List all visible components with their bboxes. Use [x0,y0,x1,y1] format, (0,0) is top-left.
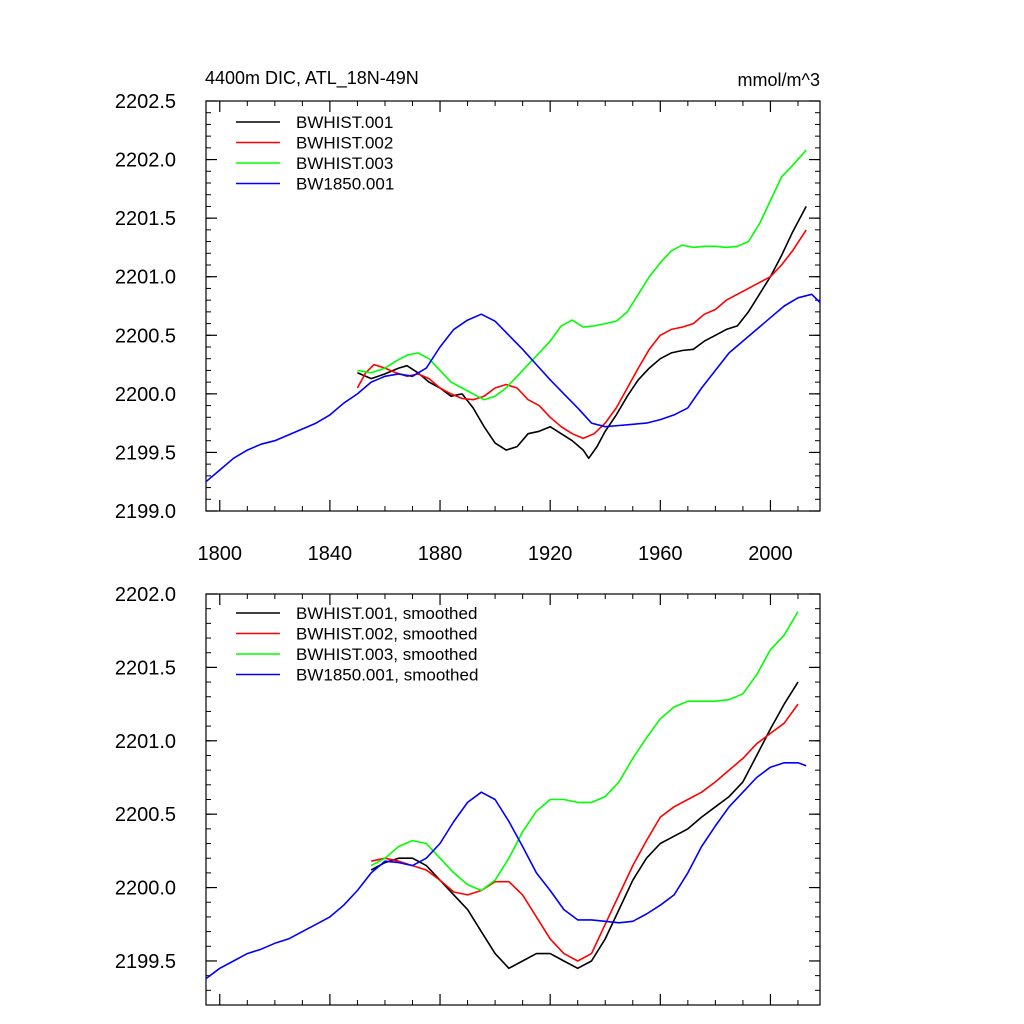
legend-label-4: BW1850.001, smoothed [296,666,478,685]
top-panel-units: mmol/m^3 [738,70,820,90]
top-panel-series [205,149,821,483]
x-tick-label: 1960 [638,543,683,565]
y-tick-label: 2199.5 [115,951,176,973]
top-panel-ticks: 2199.0 2199.5 2200.0 2200.5 2201.0 2201.5 2202… [115,91,820,565]
series-line-4 [205,293,821,483]
y-tick-label: 2201.5 [115,657,176,679]
bottom-panel-legend: BWHIST.001, smoothed BWHIST.002, smoothed… [236,604,478,685]
legend-label-3: BWHIST.003 [296,154,393,173]
series-line-3 [370,611,799,892]
y-tick-label: 2200.0 [115,384,176,406]
y-tick-label: 2202.0 [115,584,176,606]
y-tick-label: 2201.5 [115,208,176,230]
series-line-2 [371,703,799,962]
legend-label-2: BWHIST.002 [296,134,393,153]
series-line-1 [370,681,799,970]
bottom-panel: 2199.5 2200.0 2200.5 2201.0 2201.5 2202.0 BWH… [115,584,821,1006]
bottom-panel-ticks: 2199.5 2200.0 2200.5 2201.0 2201.5 2202.0 [115,584,820,1006]
top-panel-title: 4400m DIC, ATL_18N-49N [205,68,419,89]
legend-label-2: BWHIST.002, smoothed [296,625,477,644]
y-tick-label: 2201.0 [115,267,176,289]
y-tick-label: 2202.0 [115,150,176,172]
y-tick-label: 2200.5 [115,804,176,826]
y-tick-label: 2200.0 [115,878,176,900]
y-tick-label: 2201.0 [115,731,176,753]
x-tick-label: 1800 [198,543,243,565]
legend-label-4: BW1850.001 [296,175,394,194]
bottom-panel-series [205,611,807,980]
series-line-1 [357,206,807,460]
y-tick-label: 2200.5 [115,325,176,347]
x-tick-label: 1920 [528,543,573,565]
legend-label-1: BWHIST.001, smoothed [296,604,477,623]
y-tick-label: 2202.5 [115,91,176,113]
legend-label-3: BWHIST.003, smoothed [296,645,477,664]
series-line-4 [205,761,807,980]
top-panel-frame [205,100,821,512]
top-panel: 4400m DIC, ATL_18N-49N mmol/m^3 2199.021… [115,68,821,565]
series-line-3 [357,149,807,401]
x-tick-label: 1840 [308,543,353,565]
y-tick-label: 2199.0 [115,501,176,523]
y-tick-label: 2199.5 [115,442,176,464]
x-tick-label: 2000 [748,543,793,565]
x-tick-label: 1880 [418,543,463,565]
legend-label-1: BWHIST.001 [296,113,393,132]
series-line-2 [356,229,807,440]
